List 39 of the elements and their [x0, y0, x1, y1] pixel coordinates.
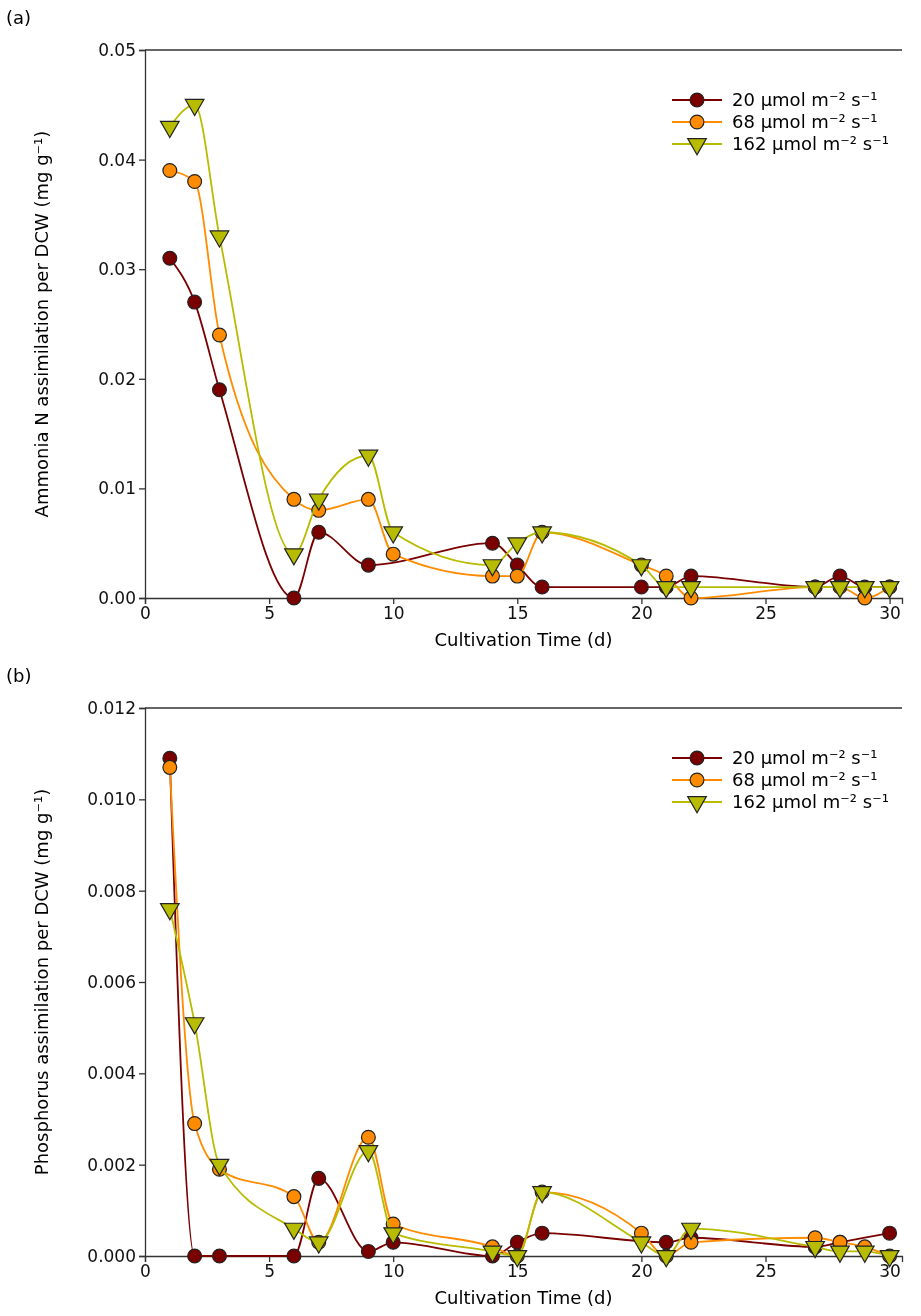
x-tick-label: 0: [140, 1261, 151, 1282]
x-tick-label: 20: [631, 1261, 653, 1282]
legend-label: 20 μmol m⁻² s⁻¹: [732, 89, 878, 110]
y-tick-label: 0.03: [98, 259, 136, 280]
x-tick-label: 10: [382, 1261, 405, 1282]
x-tick-label: 15: [506, 1261, 529, 1282]
x-tick-label: 5: [264, 1261, 276, 1282]
chart-title: (a): [6, 7, 32, 28]
y-tick-label: 0.002: [87, 1154, 136, 1175]
legend-label: 68 μmol m⁻² s⁻¹: [732, 111, 878, 132]
y-tick-label: 0.008: [87, 880, 136, 901]
x-tick-label: 25: [755, 603, 777, 624]
y-tick-label: 0.012: [87, 697, 136, 718]
legend-label: 162 μmol m⁻² s⁻¹: [732, 791, 889, 812]
x-tick-label: 0: [140, 603, 151, 624]
y-tick-label: 0.04: [98, 149, 136, 170]
x-tick-label: 20: [631, 603, 653, 624]
y-tick-label: 0.006: [87, 971, 136, 992]
legend-label: 68 μmol m⁻² s⁻¹: [732, 769, 878, 790]
y-tick-label: 0.01: [98, 478, 136, 499]
x-tick-label: 30: [879, 1261, 901, 1282]
y-axis-title: Phosphorus assimilation per DCW (mg g⁻¹): [31, 788, 52, 1176]
y-axis-title: Ammonia N assimilation per DCW (mg g⁻¹): [31, 130, 52, 518]
x-tick-label: 30: [879, 603, 901, 624]
x-axis-title: Cultivation Time (d): [434, 1287, 613, 1308]
legend-label: 20 μmol m⁻² s⁻¹: [732, 747, 878, 768]
x-tick-label: 10: [382, 603, 405, 624]
x-tick-label: 5: [264, 603, 276, 624]
x-axis-title: Cultivation Time (d): [434, 629, 613, 650]
y-tick-label: 0.00: [98, 587, 136, 608]
y-tick-label: 0.02: [98, 368, 136, 389]
y-tick-label: 0.010: [87, 789, 136, 810]
chart-title: (b): [6, 665, 32, 686]
y-tick-label: 0.05: [98, 39, 136, 60]
legend-label: 162 μmol m⁻² s⁻¹: [732, 133, 889, 154]
y-tick-label: 0.000: [87, 1245, 136, 1266]
x-tick-label: 25: [755, 1261, 777, 1282]
x-tick-label: 15: [506, 603, 529, 624]
y-tick-label: 0.004: [87, 1063, 136, 1084]
